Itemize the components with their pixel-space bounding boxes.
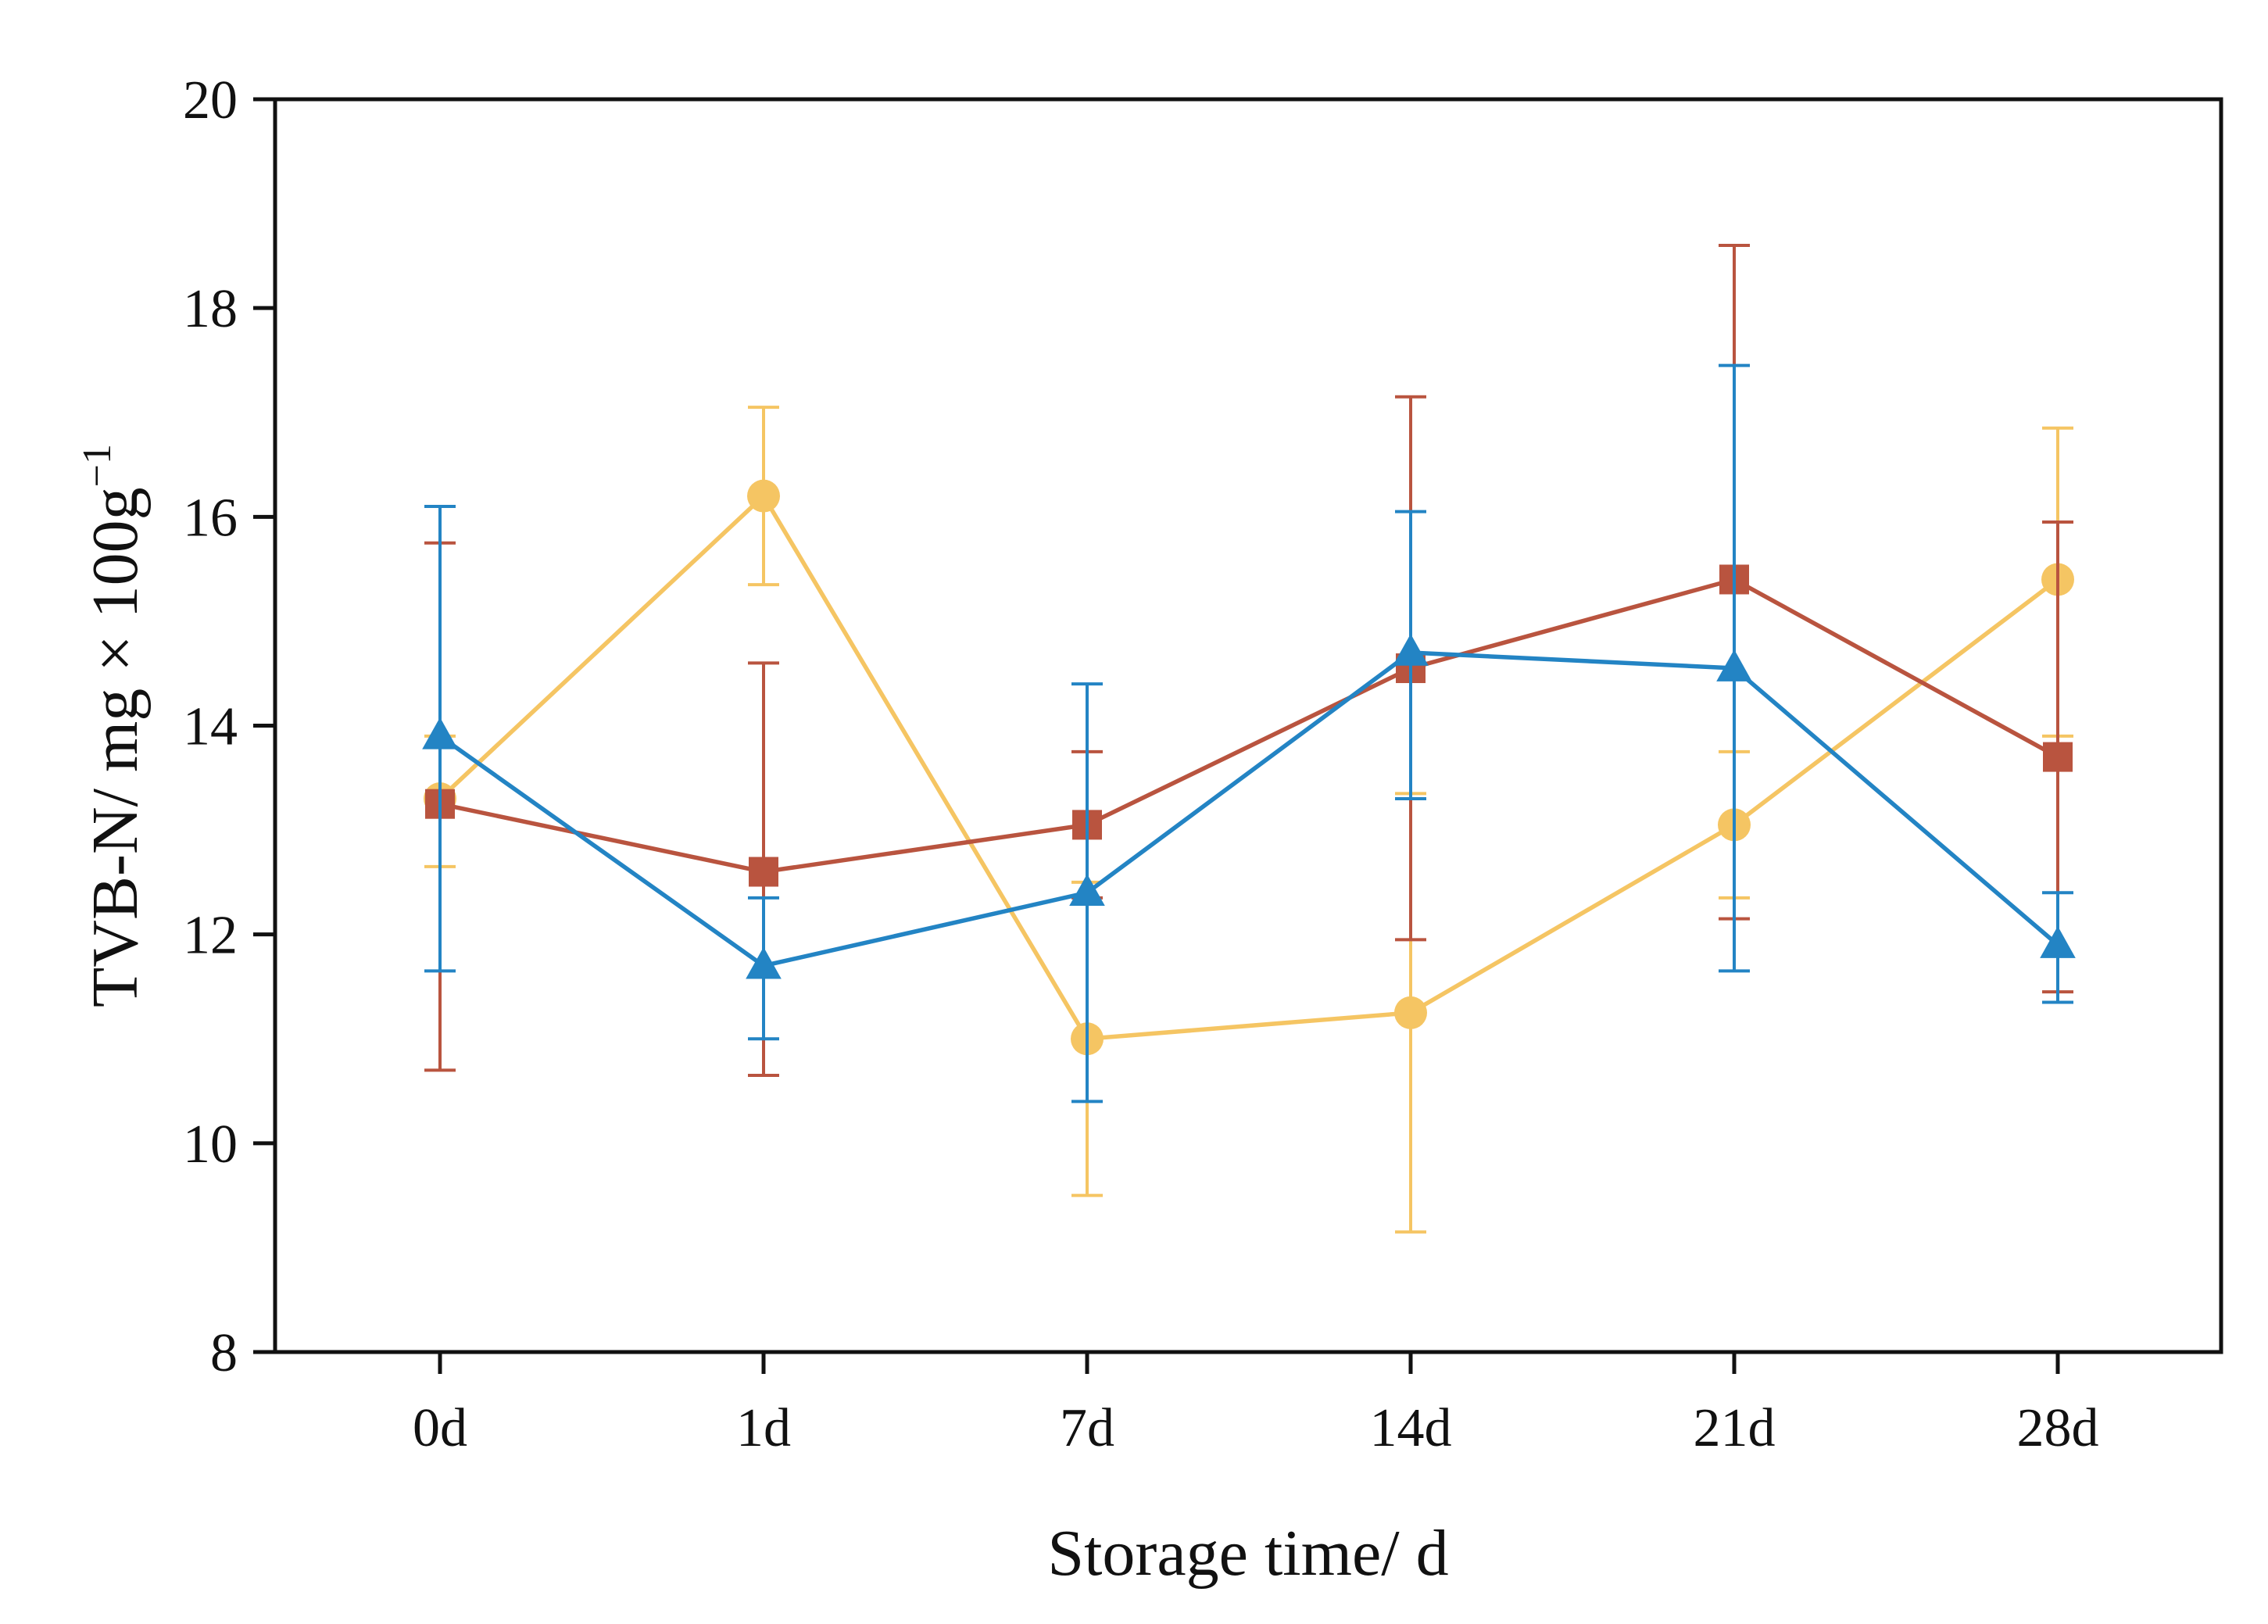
x-tick-label: 1d [736, 1398, 791, 1458]
y-tick-label: 20 [183, 70, 238, 131]
markers [425, 564, 2073, 887]
y-axis-title-superscript: −1 [75, 444, 120, 487]
error-bars [424, 363, 2073, 1104]
y-tick-label: 12 [183, 906, 238, 966]
markers [422, 633, 2076, 979]
data-point [1069, 874, 1105, 907]
data-point [1716, 649, 1752, 681]
data-point [1393, 633, 1429, 666]
series-line [438, 650, 2059, 968]
series-layer [422, 244, 2076, 1234]
data-point [749, 857, 778, 887]
y-axis-title: TVB-N/ mg × 100g−1 [75, 444, 152, 1007]
series-line [438, 493, 2059, 1041]
data-point [746, 946, 782, 979]
x-tick-label: 21d [1694, 1398, 1776, 1458]
error-bars [424, 406, 2073, 1234]
data-point [422, 717, 458, 749]
x-tick-label: 14d [1370, 1398, 1452, 1458]
series-line [439, 577, 2059, 875]
data-point [2043, 742, 2073, 772]
data-point [747, 479, 780, 513]
error-bars [424, 244, 2073, 1078]
x-tick-label: 28d [2017, 1398, 2099, 1458]
y-tick-label: 16 [183, 488, 238, 548]
markers [424, 479, 2074, 1056]
y-tick-label: 8 [210, 1323, 238, 1383]
series-square [424, 244, 2073, 1078]
series-circle [424, 406, 2074, 1234]
y-axis-title-text: TVB-N/ mg × 100g [79, 487, 152, 1007]
plot-frame [273, 97, 2223, 1354]
y-tick-label: 10 [183, 1114, 238, 1175]
series-triangle [422, 363, 2076, 1104]
x-tick-label: 7d [1060, 1398, 1114, 1458]
y-tick-label: 14 [183, 697, 238, 757]
x-axis-title: Storage time/ d [1047, 1517, 1448, 1590]
x-tick-label: 0d [413, 1398, 467, 1458]
y-tick-label: 18 [183, 279, 238, 339]
data-point [1394, 996, 1427, 1029]
data-point [2040, 926, 2076, 958]
axis-layer: 8 10 12 14 16 18 20 0d 1d 7d 14d 21d 28d [183, 70, 2099, 1458]
